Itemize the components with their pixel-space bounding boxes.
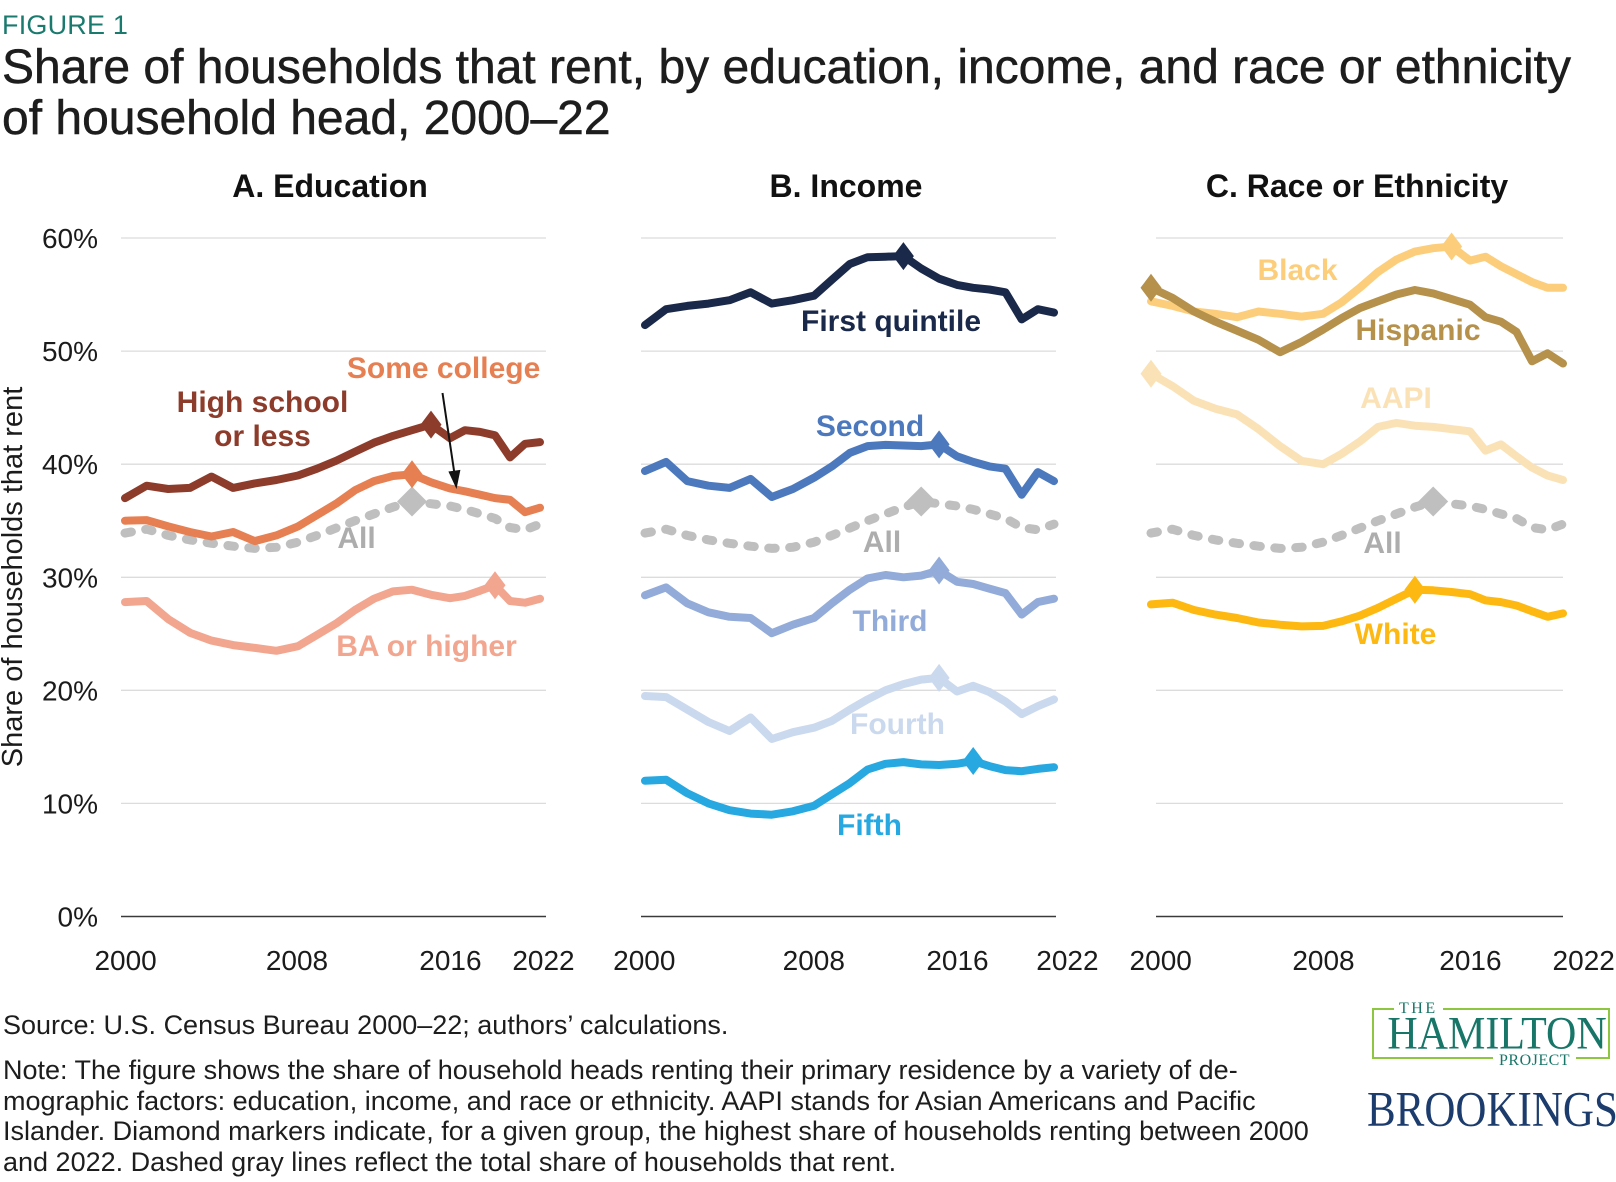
svg-text:2000: 2000	[613, 945, 675, 976]
svg-text:2008: 2008	[266, 945, 328, 976]
svg-text:Hispanic: Hispanic	[1355, 314, 1480, 347]
svg-text:2022: 2022	[512, 945, 574, 976]
svg-text:All: All	[863, 526, 901, 559]
svg-text:Share of households that rent: Share of households that rent	[0, 387, 29, 767]
svg-text:Fourth: Fourth	[850, 708, 945, 741]
svg-text:AAPI: AAPI	[1360, 382, 1432, 415]
svg-text:40%: 40%	[42, 449, 98, 480]
svg-text:All: All	[337, 522, 375, 555]
svg-text:White: White	[1355, 618, 1437, 651]
svg-text:2022: 2022	[1553, 945, 1615, 976]
svg-text:Some college: Some college	[347, 352, 540, 385]
svg-text:50%: 50%	[42, 336, 98, 367]
svg-text:All: All	[1363, 527, 1401, 560]
svg-text:Third: Third	[853, 605, 928, 638]
svg-text:High school: High school	[177, 386, 349, 419]
svg-text:2022: 2022	[1036, 945, 1098, 976]
svg-text:2000: 2000	[94, 945, 156, 976]
svg-text:10%: 10%	[42, 788, 98, 819]
svg-text:or less: or less	[214, 420, 311, 453]
svg-text:C. Race or Ethnicity: C. Race or Ethnicity	[1206, 168, 1509, 204]
svg-text:2016: 2016	[419, 945, 481, 976]
svg-text:0%: 0%	[58, 902, 98, 933]
svg-text:2016: 2016	[926, 945, 988, 976]
svg-text:2008: 2008	[783, 945, 845, 976]
svg-text:BA or higher: BA or higher	[336, 630, 517, 663]
svg-text:2016: 2016	[1439, 945, 1501, 976]
svg-text:30%: 30%	[42, 562, 98, 593]
svg-text:20%: 20%	[42, 675, 98, 706]
svg-text:Second: Second	[816, 410, 924, 443]
svg-text:First quintile: First quintile	[801, 305, 981, 338]
svg-text:A. Education: A. Education	[232, 168, 428, 204]
svg-text:Fifth: Fifth	[837, 809, 902, 842]
svg-text:Black: Black	[1257, 254, 1337, 287]
svg-text:60%: 60%	[42, 223, 98, 254]
svg-text:2008: 2008	[1292, 945, 1354, 976]
svg-text:2000: 2000	[1130, 945, 1192, 976]
svg-text:B. Income: B. Income	[770, 168, 923, 204]
